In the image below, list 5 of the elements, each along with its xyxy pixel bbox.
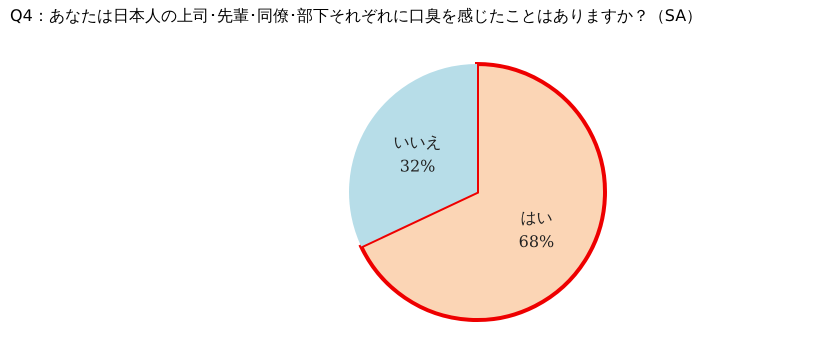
slice-label: はい: [520, 208, 552, 227]
chart-title: Q4：あなたは日本人の上司･先輩･同僚･部下それぞれに口臭を感じたことはありますか？（SA）: [10, 6, 702, 27]
slice-label: いいえ: [394, 132, 442, 152]
data-label: 68%: [518, 232, 554, 251]
data-label: 32%: [400, 156, 436, 176]
